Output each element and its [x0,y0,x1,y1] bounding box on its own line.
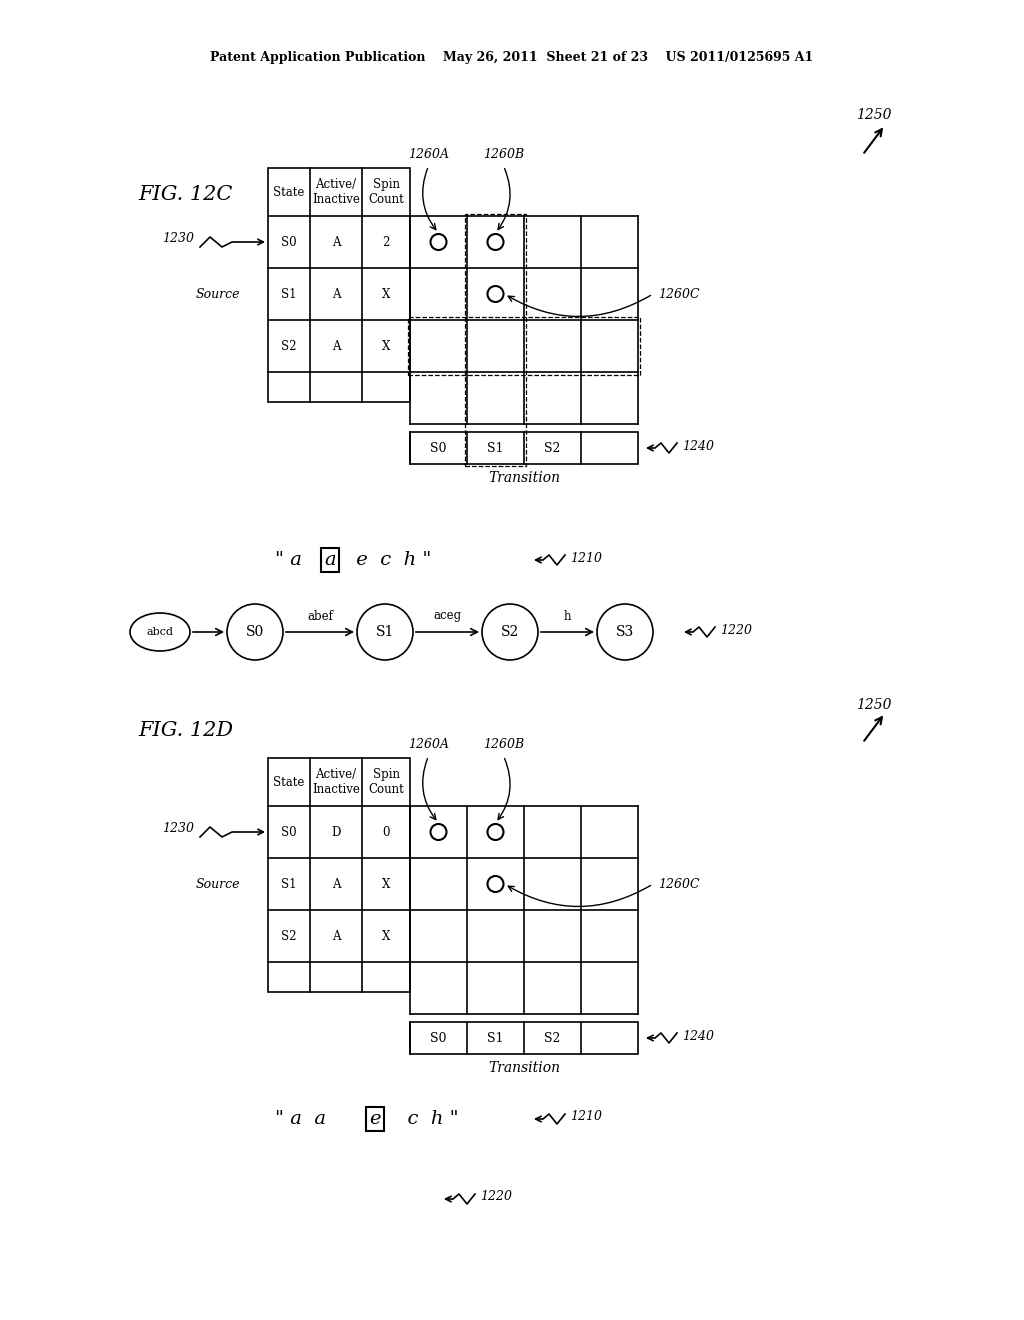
Text: abcd: abcd [146,627,173,638]
Text: A: A [332,288,340,301]
Text: " a  a: " a a [275,1110,339,1129]
Bar [465,214,526,466]
Text: Transition: Transition [488,1061,560,1074]
Text: 1220: 1220 [480,1191,512,1204]
Text: Active/
Inactive: Active/ Inactive [312,178,360,206]
Text: S0: S0 [246,624,264,639]
Text: FIG. 12C: FIG. 12C [138,186,232,205]
Text: 1250: 1250 [856,698,892,711]
Text: aceg: aceg [433,610,461,623]
Text: c  h ": c h " [395,1110,459,1129]
Text: abef: abef [307,610,333,623]
Text: 1210: 1210 [570,552,602,565]
Text: 1260A: 1260A [408,148,449,161]
Bar [410,432,638,465]
Text: S2: S2 [501,624,519,639]
Text: Spin
Count: Spin Count [368,178,403,206]
Text: S3: S3 [615,624,634,639]
Text: S0: S0 [282,235,297,248]
Circle shape [430,824,446,840]
Bar [410,1022,638,1053]
Text: S2: S2 [545,441,561,454]
Text: a: a [325,550,336,569]
Text: S2: S2 [282,929,297,942]
Text: 1250: 1250 [856,108,892,121]
Text: S1: S1 [282,878,297,891]
Text: FIG. 12D: FIG. 12D [138,722,233,741]
Circle shape [487,824,504,840]
Text: 1260C: 1260C [658,288,699,301]
Text: X: X [382,929,390,942]
Text: State: State [273,776,305,788]
Circle shape [487,876,504,892]
Text: 1220: 1220 [720,623,752,636]
Circle shape [430,234,446,249]
Text: A: A [332,235,340,248]
Text: A: A [332,878,340,891]
Text: 1260B: 1260B [483,148,524,161]
Text: S0: S0 [430,1031,446,1044]
Text: 1260C: 1260C [658,878,699,891]
Text: 1260B: 1260B [483,738,524,751]
Text: S0: S0 [430,441,446,454]
Text: Source: Source [196,288,240,301]
Circle shape [487,286,504,302]
Text: Patent Application Publication    May 26, 2011  Sheet 21 of 23    US 2011/012569: Patent Application Publication May 26, 2… [210,51,814,65]
Text: Spin
Count: Spin Count [368,768,403,796]
Text: X: X [382,288,390,301]
Text: e: e [370,1110,381,1129]
Text: D: D [332,825,341,838]
Text: S1: S1 [487,1031,504,1044]
Text: 1240: 1240 [682,1030,714,1043]
Bar [268,168,410,403]
Bar [268,758,410,993]
Text: 0: 0 [382,825,390,838]
Text: 1230: 1230 [162,821,194,834]
Text: Active/
Inactive: Active/ Inactive [312,768,360,796]
Text: S1: S1 [487,441,504,454]
Text: " a: " a [275,550,308,569]
Text: 1210: 1210 [570,1110,602,1123]
Text: 1240: 1240 [682,440,714,453]
Circle shape [487,234,504,249]
Text: Transition: Transition [488,471,560,484]
Text: 1230: 1230 [162,231,194,244]
Text: S1: S1 [282,288,297,301]
Text: h: h [563,610,570,623]
Text: A: A [332,339,340,352]
Text: Source: Source [196,878,240,891]
Text: S2: S2 [545,1031,561,1044]
Text: State: State [273,186,305,198]
Text: 1260A: 1260A [408,738,449,751]
Text: A: A [332,929,340,942]
Text: e  c  h ": e c h " [350,550,431,569]
Text: S2: S2 [282,339,297,352]
Text: 2: 2 [382,235,390,248]
Text: X: X [382,339,390,352]
Text: X: X [382,878,390,891]
Text: S0: S0 [282,825,297,838]
Text: S1: S1 [376,624,394,639]
Bar [408,317,640,375]
